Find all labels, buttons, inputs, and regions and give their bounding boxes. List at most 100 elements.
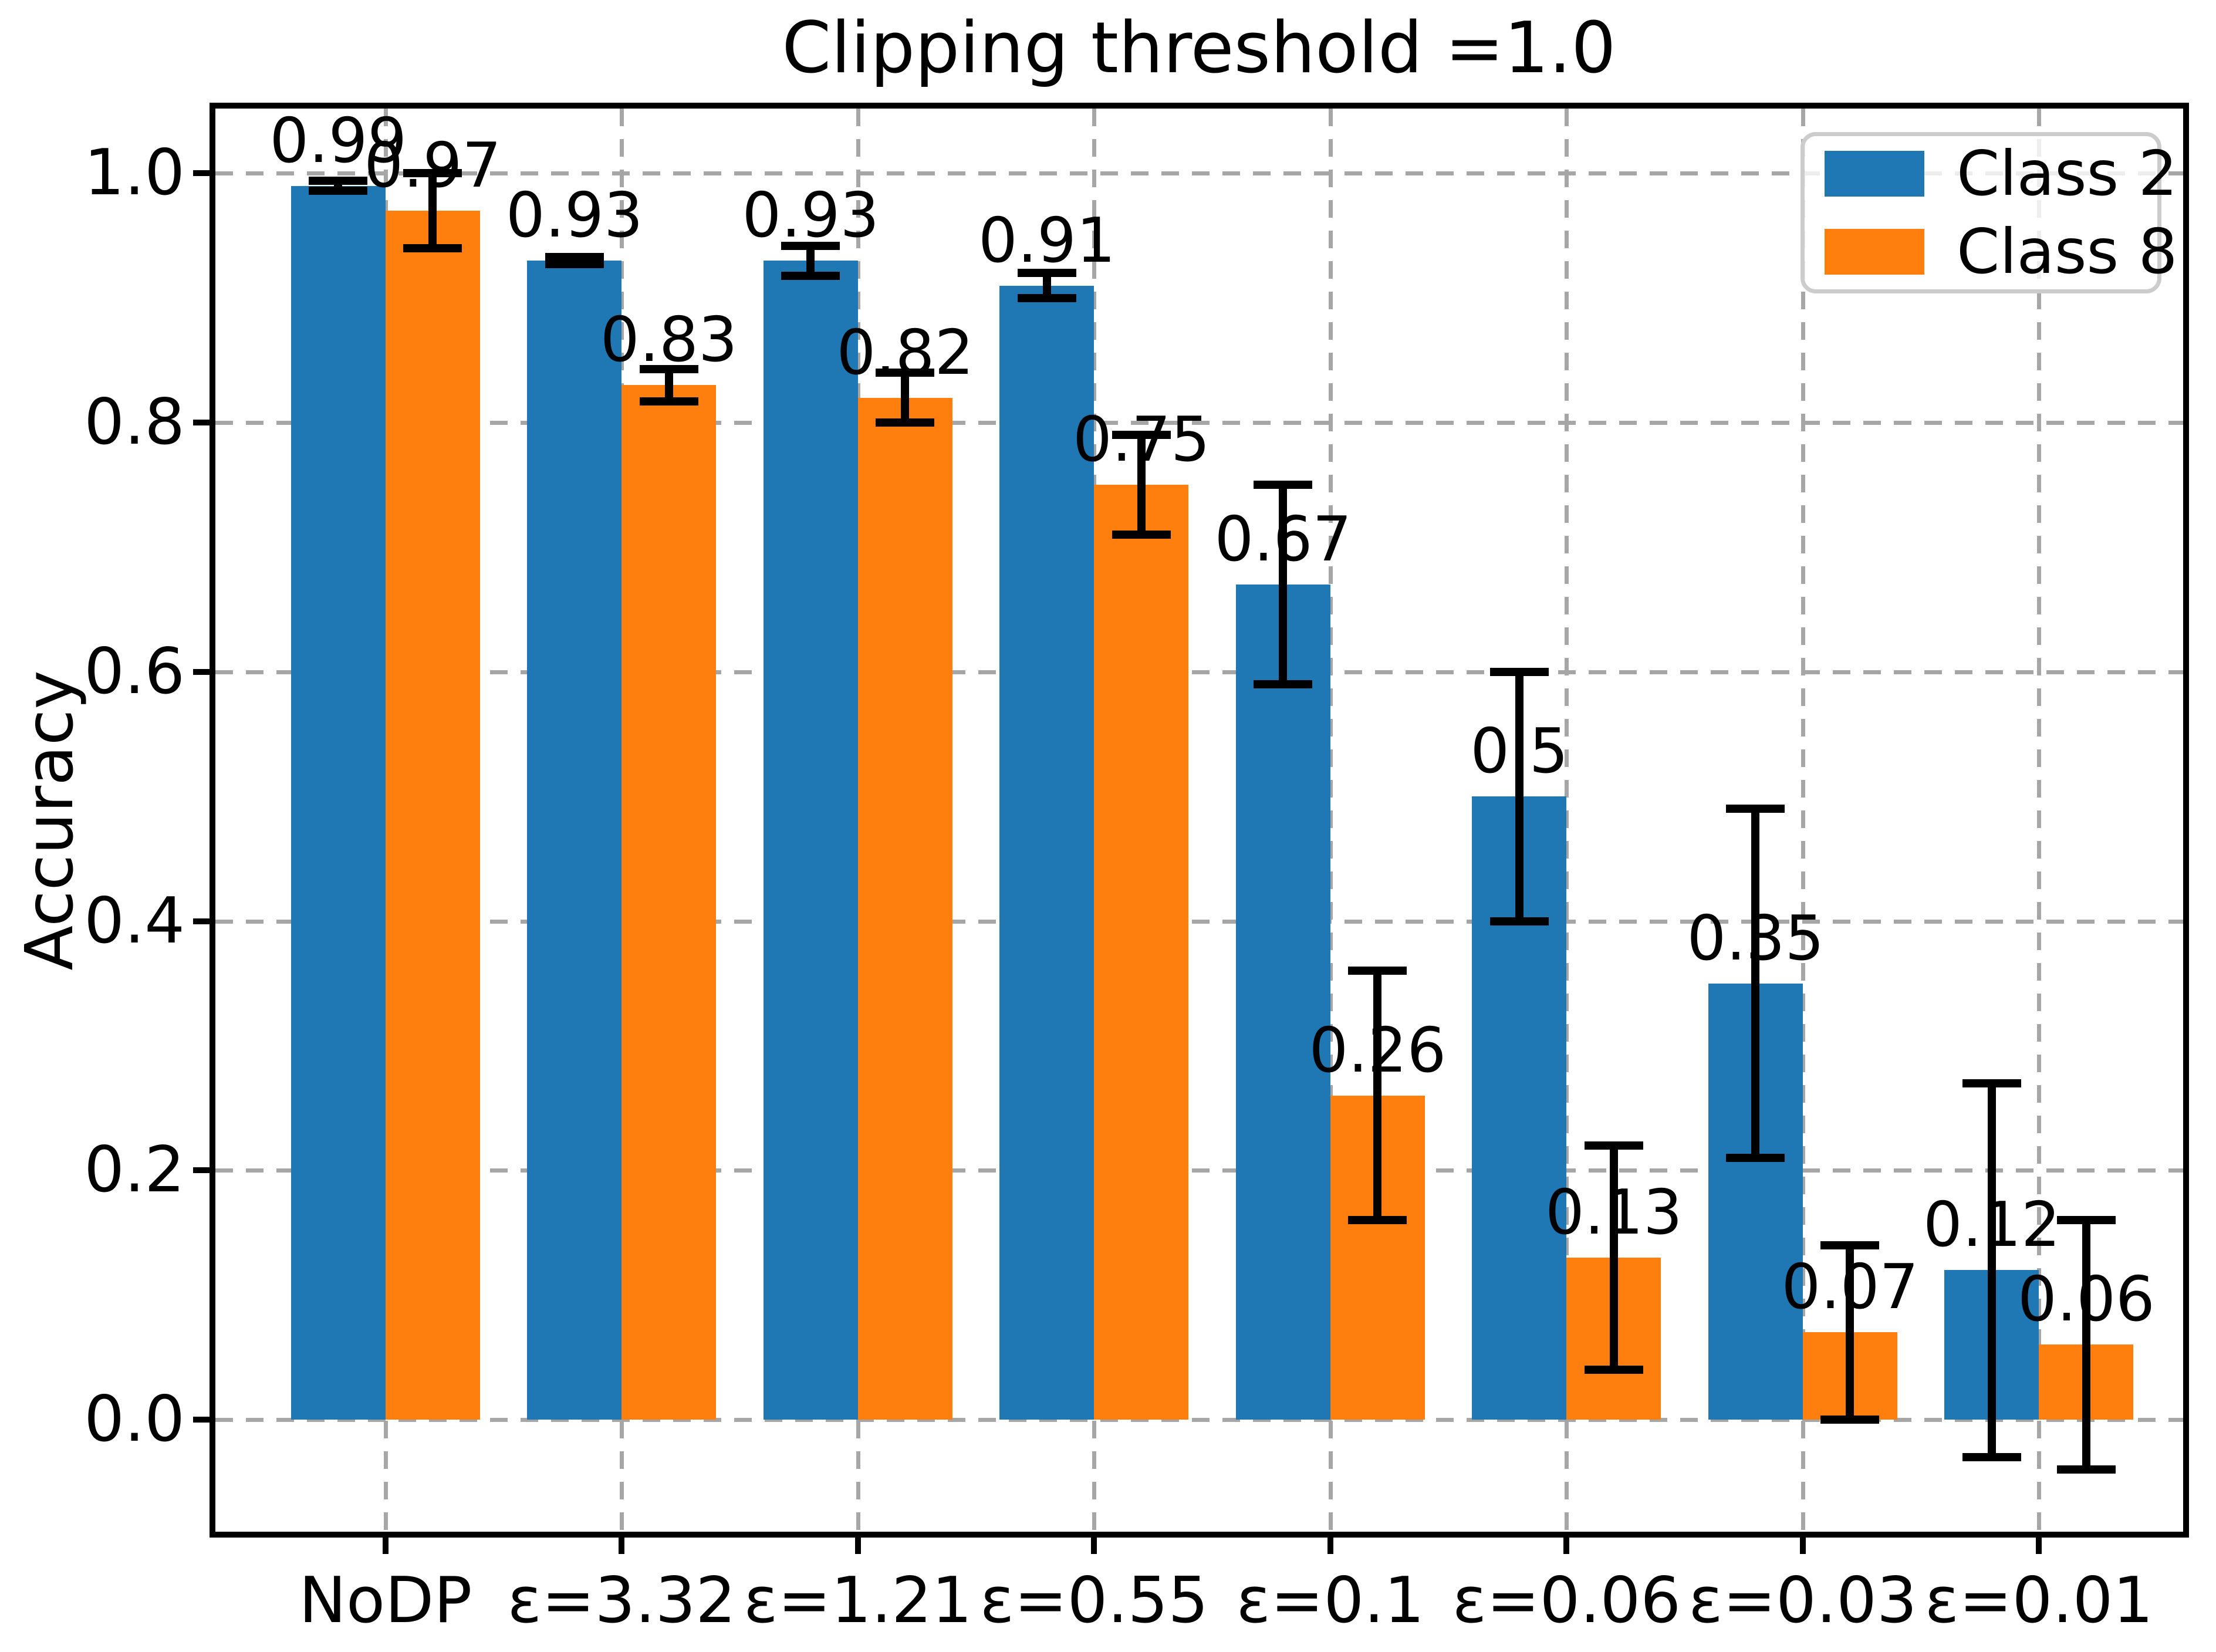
legend-swatch-class-2: [1825, 151, 1924, 197]
x-gridline: [1800, 109, 1805, 1532]
bar-value-label: 0.82: [836, 316, 974, 388]
bar-value-label: 0.91: [978, 204, 1116, 276]
x-tick-label: ε=0.06: [1452, 1564, 1681, 1637]
error-bar-cap-bottom: [1726, 1153, 1785, 1162]
bar-class-2: [1235, 585, 1330, 1420]
x-tick-label: ε=3.32: [507, 1564, 736, 1637]
x-tick-mark: [854, 1532, 861, 1554]
error-bar-cap-top: [309, 177, 368, 185]
bar-value-label: 0.12: [1923, 1189, 2060, 1261]
error-bar-cap-top: [1017, 269, 1076, 278]
bar-class-2: [999, 285, 1095, 1420]
legend-label-class-8: Class 8: [1957, 215, 2178, 288]
x-tick-label: ε=0.55: [979, 1564, 1209, 1637]
y-gridline: [215, 670, 2183, 674]
x-tick-mark: [1563, 1532, 1570, 1554]
error-bar: [2082, 1220, 2090, 1469]
x-tick-mark: [1091, 1532, 1097, 1554]
error-bar-cap-bottom: [309, 187, 368, 195]
y-tick-mark: [193, 1167, 215, 1174]
error-bar-cap-top: [1489, 667, 1549, 676]
y-gridline: [215, 919, 2183, 924]
error-bar-cap-top: [1348, 967, 1407, 975]
x-tick-mark: [1327, 1532, 1333, 1554]
y-tick-label: 1.0: [84, 136, 185, 210]
legend-swatch-class-8: [1825, 229, 1924, 275]
bar-value-label: 0.99: [269, 104, 407, 177]
error-bar: [806, 245, 815, 276]
y-gridline: [215, 1417, 2183, 1422]
error-bar: [901, 373, 910, 423]
error-bar-cap-bottom: [545, 260, 604, 269]
error-bar: [664, 369, 673, 401]
bar-class-8: [385, 211, 480, 1420]
error-bar-cap-top: [2056, 1216, 2116, 1225]
bar-value-label: 0.67: [1214, 504, 1352, 576]
bar-value-label: 0.13: [1545, 1176, 1683, 1248]
x-gridline: [2037, 109, 2042, 1532]
y-tick-label: 0.6: [84, 634, 185, 708]
error-bar-cap-top: [639, 364, 698, 373]
error-bar: [1042, 273, 1051, 298]
error-bar-cap-top: [1820, 1241, 1880, 1249]
plot-area: 0.99 0.93 0.93 0.91 0.67 0.5 0.35 0.12 0.97 0.83 0…: [210, 103, 2189, 1538]
bar-class-8: [1094, 485, 1189, 1420]
error-bar-cap-top: [1254, 481, 1313, 489]
x-tick-mark: [619, 1532, 625, 1554]
error-bar-cap-bottom: [2056, 1465, 2116, 1474]
bar-value-label: 0.93: [742, 180, 880, 252]
bar-value-label: 0.5: [1470, 715, 1569, 788]
bar-class-2: [527, 261, 622, 1420]
error-bar: [1846, 1245, 1854, 1420]
error-bar-cap-bottom: [1017, 293, 1076, 302]
x-tick-label: ε=0.01: [1924, 1564, 2154, 1637]
legend-label-class-2: Class 2: [1957, 137, 2178, 210]
error-bar-cap-bottom: [1962, 1452, 2021, 1461]
error-bar-cap-bottom: [1348, 1216, 1407, 1225]
y-tick-label: 0.8: [84, 386, 185, 460]
error-bar: [1279, 485, 1288, 685]
x-tick-mark: [2036, 1532, 2042, 1554]
x-tick-mark: [1799, 1532, 1806, 1554]
y-tick-mark: [193, 1416, 215, 1423]
x-tick-mark: [382, 1532, 389, 1554]
bar-value-label: 0.35: [1687, 902, 1825, 974]
bar-value-label: 0.07: [1781, 1251, 1919, 1323]
bar-value-label: 0.83: [600, 304, 738, 376]
error-bar-cap-bottom: [1112, 531, 1171, 539]
legend-item-class-2: Class 2: [1825, 143, 2177, 205]
x-gridline: [1328, 109, 1333, 1532]
chart-title: Clipping threshold =1.0: [782, 8, 1616, 89]
bar-class-8: [857, 397, 952, 1420]
error-bar: [1609, 1145, 1618, 1370]
y-tick-mark: [193, 420, 215, 426]
y-gridline: [215, 1168, 2183, 1173]
bar-value-label: 0.75: [1072, 404, 1210, 476]
legend: Class 2 Class 8: [1800, 132, 2177, 293]
error-bar: [1137, 435, 1146, 535]
error-bar: [1751, 809, 1760, 1158]
error-bar: [1515, 671, 1524, 921]
y-gridline: [215, 171, 2183, 176]
bar-value-label: 0.93: [505, 180, 643, 252]
error-bar-cap-top: [403, 169, 462, 178]
bar-value-label: 0.06: [2018, 1264, 2155, 1336]
error-bar-cap-top: [1962, 1079, 2021, 1087]
error-bar-cap-bottom: [876, 418, 935, 427]
y-tick-label: 0.2: [84, 1133, 185, 1207]
bar-class-2: [763, 261, 858, 1420]
error-bar: [1373, 971, 1382, 1221]
x-tick-label: ε=0.03: [1688, 1564, 1917, 1637]
error-bar-cap-bottom: [639, 397, 698, 406]
y-gridline: [215, 421, 2183, 425]
legend-item-class-8: Class 8: [1825, 221, 2177, 283]
error-bar-cap-top: [1584, 1141, 1643, 1150]
y-tick-mark: [193, 918, 215, 924]
error-bar-cap-bottom: [1584, 1365, 1643, 1374]
bar-value-label: 0.97: [364, 130, 502, 202]
x-tick-label: ε=0.1: [1236, 1564, 1425, 1637]
error-bar: [428, 173, 437, 248]
error-bar-cap-bottom: [1820, 1415, 1880, 1424]
error-bar-cap-bottom: [1489, 917, 1549, 925]
